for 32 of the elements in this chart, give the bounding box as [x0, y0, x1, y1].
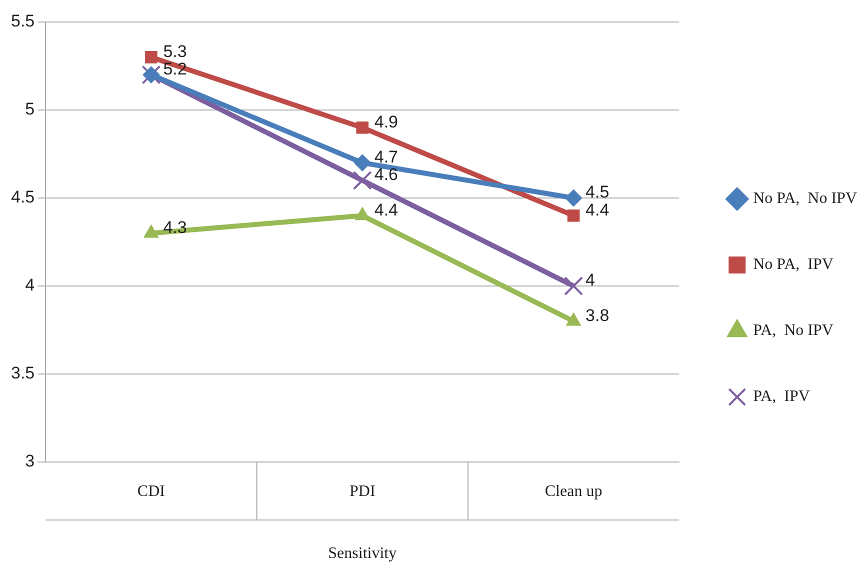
data-label: 5.3 — [163, 42, 187, 61]
point — [145, 51, 158, 64]
data-label: 4.5 — [586, 182, 610, 202]
point — [567, 209, 580, 222]
y-tick-label: 3 — [25, 452, 35, 471]
legend-label: No PA, IPV — [753, 256, 834, 274]
x-tick-label: CDI — [137, 482, 165, 500]
data-label: 4.4 — [586, 200, 610, 220]
x-tick-label: PDI — [349, 482, 376, 500]
data-label: 4 — [586, 270, 596, 290]
y-tick-label: 5 — [25, 100, 35, 119]
legend-label: PA, IPV — [753, 388, 810, 406]
point — [354, 154, 371, 172]
point — [356, 121, 369, 134]
data-label: 4.9 — [374, 112, 398, 132]
point — [144, 224, 159, 238]
point — [566, 312, 581, 326]
y-tick-label: 5.5 — [10, 12, 35, 31]
x-tick-label: Clean up — [544, 482, 602, 500]
point — [565, 190, 582, 206]
legend-label: PA, No IPV — [753, 322, 834, 340]
data-label: 4.4 — [374, 200, 398, 220]
y-tick-label: 4 — [25, 276, 35, 295]
data-label: 4.6 — [374, 165, 398, 184]
x-axis-title: Sensitivity — [328, 545, 397, 562]
point — [352, 170, 372, 190]
legend-label: No PA, No IPV — [753, 190, 858, 208]
point — [564, 276, 584, 296]
data-label: 3.8 — [586, 306, 610, 325]
y-tick-label: 4.5 — [10, 188, 35, 207]
data-label: 4.7 — [374, 147, 398, 166]
y-tick-label: 3.5 — [10, 364, 35, 383]
